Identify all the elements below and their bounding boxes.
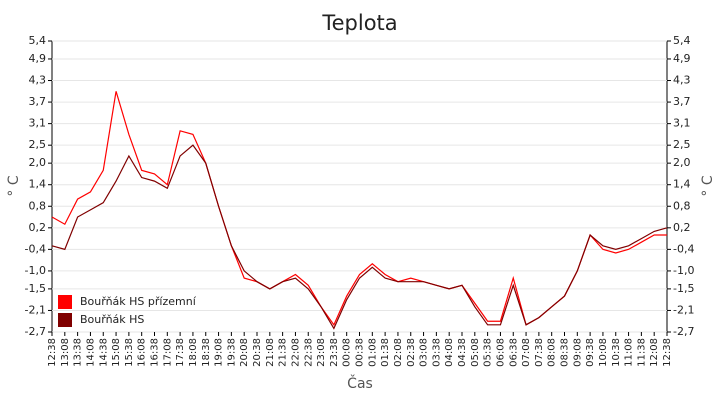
x-tick-label: 11:08 <box>624 338 635 367</box>
x-tick-label: 14:38 <box>98 338 109 367</box>
y-tick-label: 2,0 <box>29 156 47 169</box>
y-tick-label: -0,4 <box>25 242 46 255</box>
legend-label: Bouřňák HS <box>80 313 144 326</box>
y2-tick-label: -2,7 <box>673 325 694 338</box>
x-tick-label: 06:38 <box>508 338 519 367</box>
x-tick-label: 17:08 <box>162 338 173 367</box>
x-tick-label: 21:08 <box>265 338 276 367</box>
x-tick-label: 04:38 <box>457 338 468 367</box>
x-tick-label: 23:38 <box>329 338 340 367</box>
x-tick-label: 00:38 <box>355 338 366 367</box>
y-tick-label: 4,9 <box>29 52 47 65</box>
y-tick-label: 2,5 <box>29 138 47 151</box>
y2-tick-label: -1,5 <box>673 282 694 295</box>
y-tick-label: 4,3 <box>29 74 47 87</box>
y2-tick-label: 3,7 <box>673 95 691 108</box>
y-tick-label: 0,8 <box>29 199 47 212</box>
y2-tick-label: 2,5 <box>673 138 691 151</box>
x-tick-label: 04:08 <box>444 338 455 367</box>
x-tick-label: 08:38 <box>560 338 571 367</box>
x-tick-label: 06:08 <box>495 338 506 367</box>
x-tick-label: 15:08 <box>111 338 122 367</box>
series-line <box>51 144 668 330</box>
y2-tick-label: -1,0 <box>673 264 694 277</box>
x-tick-label: 07:08 <box>521 338 532 367</box>
x-axis-label: Čas <box>347 374 373 392</box>
y-tick-label: -1,5 <box>25 282 46 295</box>
x-tick-label: 11:38 <box>636 338 647 367</box>
y2-tick-label: -0,4 <box>673 242 694 255</box>
x-tick-label: 09:38 <box>585 338 596 367</box>
x-tick-label: 16:38 <box>150 338 161 367</box>
y-tick-label: 3,7 <box>29 95 47 108</box>
y2-tick-label: 4,9 <box>673 52 691 65</box>
x-tick-label: 20:08 <box>239 338 250 367</box>
x-tick-label: 19:08 <box>214 338 225 367</box>
x-tick-label: 12:38 <box>662 338 673 367</box>
x-tick-label: 05:38 <box>483 338 494 367</box>
x-tick-label: 01:08 <box>367 338 378 367</box>
x-tick-label: 03:08 <box>419 338 430 367</box>
y2-tick-label: 5,4 <box>673 34 691 47</box>
x-tick-label: 22:08 <box>290 338 301 367</box>
x-tick-label: 02:08 <box>393 338 404 367</box>
x-tick-label: 13:38 <box>73 338 84 367</box>
x-tick-label: 17:38 <box>175 338 186 367</box>
x-tick-label: 01:38 <box>380 338 391 367</box>
x-tick-label: 05:08 <box>470 338 481 367</box>
x-tick-label: 14:08 <box>85 338 96 367</box>
x-tick-label: 00:08 <box>342 338 353 367</box>
x-tick-label: 23:08 <box>316 338 327 367</box>
y2-tick-label: -2,1 <box>673 303 694 316</box>
y-tick-label: 5,4 <box>29 34 47 47</box>
y-axis-label: ° C <box>6 175 22 196</box>
chart-title: Teplota <box>321 11 397 35</box>
y2-tick-label: 0,2 <box>673 221 691 234</box>
y2-tick-label: 1,4 <box>673 178 691 191</box>
x-tick-label: 09:08 <box>572 338 583 367</box>
x-tick-label: 02:38 <box>406 338 417 367</box>
x-tick-label: 10:38 <box>611 338 622 367</box>
y-tick-label: 1,4 <box>29 178 47 191</box>
y-tick-label: -2,7 <box>25 325 46 338</box>
x-tick-label: 18:08 <box>188 338 199 367</box>
y-tick-label: -2,1 <box>25 303 46 316</box>
y-tick-label: -1,0 <box>25 264 46 277</box>
x-tick-label: 18:38 <box>201 338 212 367</box>
y2-axis-label: ° C <box>700 175 716 196</box>
legend-swatch <box>58 313 72 327</box>
y-tick-label: 3,1 <box>29 117 47 130</box>
y2-tick-label: 3,1 <box>673 117 691 130</box>
x-tick-label: 15:38 <box>124 338 135 367</box>
x-tick-label: 12:08 <box>649 338 660 367</box>
legend-label: Bouřňák HS přízemní <box>80 295 197 308</box>
legend-swatch <box>58 295 72 309</box>
x-tick-label: 08:08 <box>547 338 558 367</box>
x-tick-label: 10:08 <box>598 338 609 367</box>
x-tick-label: 20:38 <box>252 338 263 367</box>
x-tick-label: 03:38 <box>431 338 442 367</box>
x-tick-label: 07:38 <box>534 338 545 367</box>
y2-tick-label: 2,0 <box>673 156 691 169</box>
x-tick-label: 22:38 <box>303 338 314 367</box>
x-tick-label: 13:08 <box>60 338 71 367</box>
y-tick-label: 0,2 <box>29 221 47 234</box>
y2-tick-label: 4,3 <box>673 74 691 87</box>
x-tick-label: 16:08 <box>137 338 148 367</box>
x-tick-label: 21:38 <box>278 338 289 367</box>
plot-area <box>51 40 668 333</box>
x-tick-label: 12:38 <box>47 338 58 367</box>
x-tick-label: 19:38 <box>226 338 237 367</box>
y2-tick-label: 0,8 <box>673 199 691 212</box>
